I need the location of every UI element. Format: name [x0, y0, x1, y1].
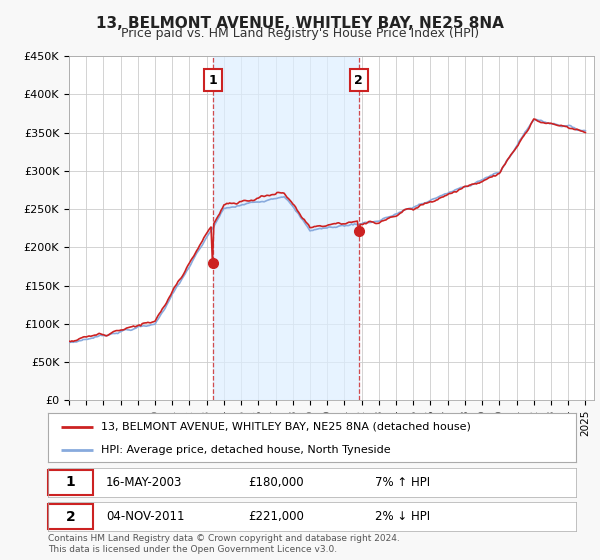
Text: 16-MAY-2003: 16-MAY-2003	[106, 475, 182, 489]
Text: 7% ↑ HPI: 7% ↑ HPI	[376, 475, 430, 489]
Text: £221,000: £221,000	[248, 510, 305, 524]
Text: HPI: Average price, detached house, North Tyneside: HPI: Average price, detached house, Nort…	[101, 445, 391, 455]
Text: £180,000: £180,000	[248, 475, 304, 489]
Text: 1: 1	[65, 475, 76, 489]
Text: 1: 1	[209, 73, 217, 87]
Text: Contains HM Land Registry data © Crown copyright and database right 2024.
This d: Contains HM Land Registry data © Crown c…	[48, 534, 400, 554]
Text: 2% ↓ HPI: 2% ↓ HPI	[376, 510, 430, 524]
Text: 2: 2	[355, 73, 363, 87]
Text: 04-NOV-2011: 04-NOV-2011	[106, 510, 185, 524]
FancyBboxPatch shape	[48, 505, 93, 529]
Text: 2: 2	[65, 510, 76, 524]
FancyBboxPatch shape	[48, 470, 93, 494]
Bar	[213, 56, 359, 400]
Text: 13, BELMONT AVENUE, WHITLEY BAY, NE25 8NA: 13, BELMONT AVENUE, WHITLEY BAY, NE25 8N…	[96, 16, 504, 31]
Text: 13, BELMONT AVENUE, WHITLEY BAY, NE25 8NA (detached house): 13, BELMONT AVENUE, WHITLEY BAY, NE25 8N…	[101, 422, 470, 432]
Text: Price paid vs. HM Land Registry's House Price Index (HPI): Price paid vs. HM Land Registry's House …	[121, 27, 479, 40]
